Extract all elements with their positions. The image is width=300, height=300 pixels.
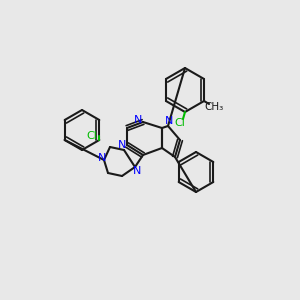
Text: Cl: Cl — [175, 118, 185, 128]
Text: N: N — [118, 140, 126, 150]
Text: CH₃: CH₃ — [204, 102, 224, 112]
Text: N: N — [133, 166, 141, 176]
Text: Cl: Cl — [86, 131, 97, 141]
Text: N: N — [134, 115, 142, 125]
Text: N: N — [98, 153, 106, 163]
Text: N: N — [165, 116, 173, 126]
